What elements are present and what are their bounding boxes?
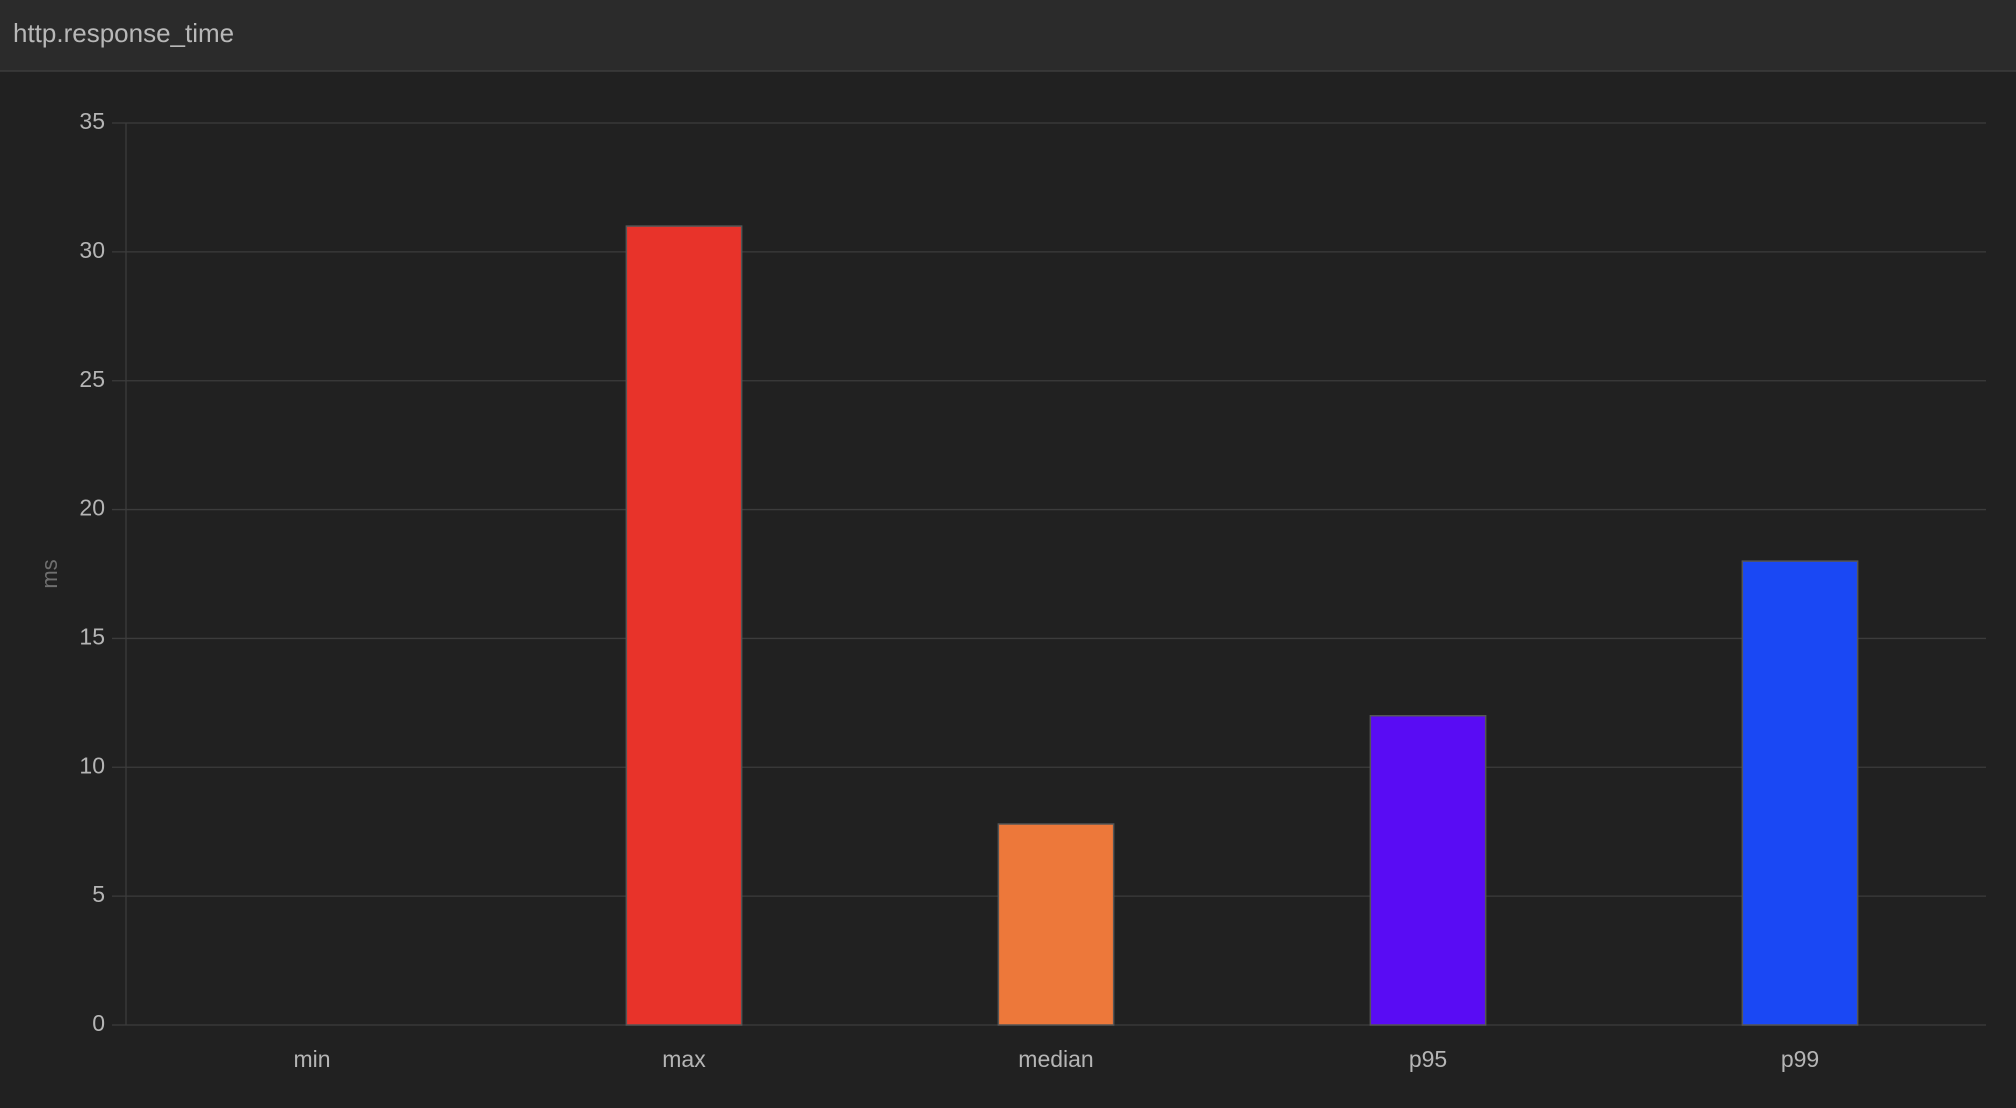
y-tick-label: 5 xyxy=(92,881,105,907)
y-tick-label: 0 xyxy=(92,1010,105,1036)
y-tick-label: 15 xyxy=(79,624,105,650)
x-tick-label: median xyxy=(1018,1046,1093,1072)
bar xyxy=(1741,560,1859,1026)
y-axis-label: ms xyxy=(37,559,62,588)
y-tick-label: 20 xyxy=(79,495,105,521)
x-tick-label: p95 xyxy=(1409,1046,1447,1072)
bar xyxy=(625,225,743,1026)
x-tick-label: p99 xyxy=(1781,1046,1819,1072)
y-tick-label: 30 xyxy=(79,237,105,263)
panel-title: http.response_time xyxy=(13,18,234,48)
y-tick-label: 25 xyxy=(79,366,105,392)
panel-header xyxy=(0,0,2016,71)
x-tick-label: min xyxy=(293,1046,330,1072)
y-tick-label: 10 xyxy=(79,752,105,778)
bar xyxy=(1369,714,1487,1026)
y-tick-label: 35 xyxy=(79,108,105,134)
bar xyxy=(997,823,1115,1026)
x-tick-label: max xyxy=(662,1046,706,1072)
